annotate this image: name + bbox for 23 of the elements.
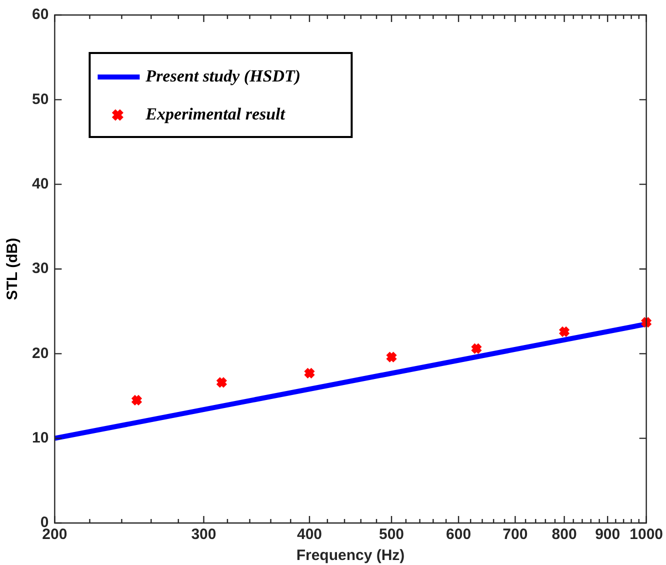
y-tick-label: 20 xyxy=(32,344,49,362)
x-tick-label: 800 xyxy=(552,526,577,544)
x-tick-label: 300 xyxy=(191,526,216,544)
y-tick-label: 60 xyxy=(32,6,49,24)
x-tick-label: 900 xyxy=(595,526,620,544)
point xyxy=(470,342,483,355)
x-tick-label: 1000 xyxy=(630,526,664,544)
y-tick-label: 10 xyxy=(32,429,49,446)
x-tick-label: 600 xyxy=(446,526,472,544)
y-tick-label: 30 xyxy=(32,260,49,278)
x-tick-label: 700 xyxy=(502,526,528,544)
x-axis-title: Frequency (Hz) xyxy=(296,547,405,564)
point xyxy=(216,376,228,388)
y-axis-title: STL (dB) xyxy=(4,238,22,300)
legend-label: Experimental result xyxy=(144,104,286,124)
x-tick-label: 500 xyxy=(379,526,404,544)
y-tick-label: 40 xyxy=(32,175,49,192)
point xyxy=(640,316,652,328)
point xyxy=(385,351,398,364)
y-tick-label: 50 xyxy=(32,90,49,108)
legend-label: Present study (HSDT) xyxy=(144,66,301,86)
x-tick-label: 400 xyxy=(296,526,322,544)
point xyxy=(130,394,143,406)
